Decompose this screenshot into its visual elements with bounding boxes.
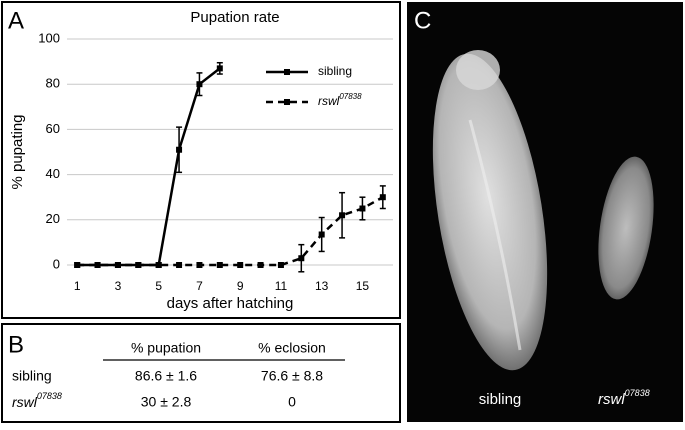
table-cell: 0: [288, 394, 296, 410]
marker: [155, 262, 162, 268]
larva-mutant: [598, 156, 654, 300]
label-superscript: 07838: [625, 388, 650, 398]
x-tick-label: 5: [155, 279, 162, 293]
legend-label: rswl07838: [318, 92, 362, 108]
marker: [114, 262, 121, 268]
larva-sibling: [432, 50, 548, 371]
legend-name: rswl: [318, 94, 340, 108]
marker: [277, 262, 284, 268]
marker: [196, 262, 203, 268]
panel-a-frame: [1, 1, 401, 319]
panel-label: A: [8, 7, 24, 34]
marker: [379, 194, 386, 201]
row-label: sibling: [12, 368, 52, 384]
table: % pupation % eclosion sibling 86.6 ± 1.6 76.…: [12, 340, 345, 410]
row-label: rswl07838: [12, 391, 62, 409]
y-tick-label: 40: [46, 166, 60, 181]
panel-b-frame: [1, 323, 401, 423]
chart-title: Pupation rate: [190, 9, 279, 26]
series-line: [77, 67, 221, 267]
x-tick-label: 13: [315, 279, 329, 293]
label-text: rswl: [598, 391, 625, 408]
marker: [339, 212, 346, 219]
marker: [318, 231, 325, 238]
row-label-superscript: 07838: [37, 391, 62, 401]
x-tick-label: 3: [115, 279, 122, 293]
panel-label: C: [414, 7, 431, 34]
table-header: % pupation: [131, 340, 201, 356]
table-cell: 76.6 ± 8.8: [261, 368, 323, 384]
series-line: [77, 196, 384, 267]
marker: [135, 262, 142, 268]
image-label: rswl07838: [598, 388, 650, 408]
panel-label: B: [8, 331, 24, 358]
y-tick-label: 0: [53, 256, 60, 271]
marker: [216, 65, 223, 72]
x-tick-label: 7: [196, 279, 203, 293]
legend-label: sibling: [318, 64, 352, 78]
marker: [94, 262, 101, 268]
x-axis-label: days after hatching: [167, 295, 294, 312]
legend-marker: [284, 99, 290, 105]
table-header: % eclosion: [258, 340, 326, 356]
legend-superscript: 07838: [339, 92, 362, 101]
y-tick-label: 60: [46, 121, 60, 136]
marker: [196, 81, 203, 88]
marker: [176, 146, 183, 153]
row-label-text: rswl: [12, 394, 38, 410]
marker: [257, 262, 264, 268]
table-cell: 86.6 ± 1.6: [135, 368, 197, 384]
image-label: sibling: [479, 391, 522, 408]
marker: [237, 262, 244, 268]
marker: [359, 205, 366, 212]
marker: [216, 262, 223, 268]
y-tick-label: 20: [46, 211, 60, 226]
marker: [298, 255, 305, 262]
y-tick-label: 100: [38, 30, 60, 45]
x-tick-label: 1: [74, 279, 81, 293]
marker: [176, 262, 183, 268]
y-axis-label: % pupating: [9, 114, 26, 189]
y-tick-label: 80: [46, 76, 60, 91]
table-cell: 30 ± 2.8: [141, 394, 192, 410]
x-tick-label: 11: [275, 279, 288, 293]
legend-marker: [284, 69, 290, 75]
x-tick-label: 15: [356, 279, 370, 293]
x-tick-label: 9: [237, 279, 244, 293]
marker: [74, 262, 81, 268]
